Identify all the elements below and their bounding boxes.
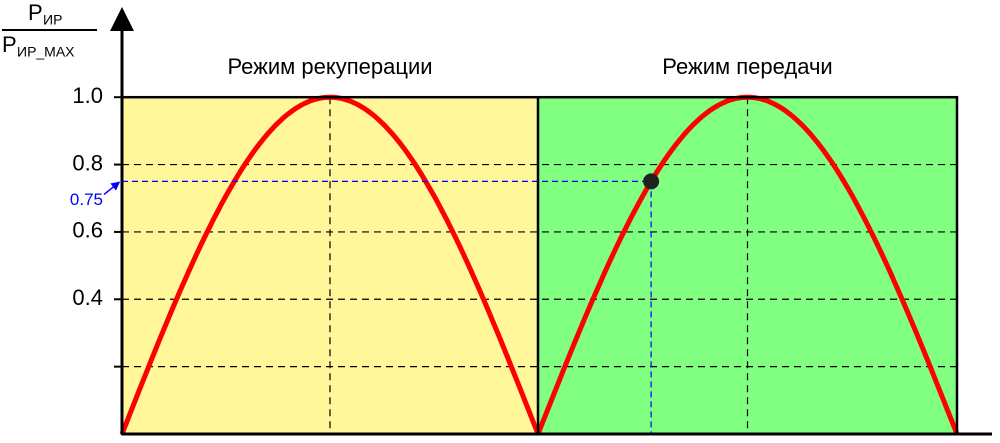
region-label: Режим передачи [662,54,832,79]
point-label: 0.75 [70,190,103,209]
y-label-denominator-sub: ИР_MAX [17,44,75,60]
y-label-numerator-sub: ИР [43,12,62,28]
region-label: Режим рекуперации [227,54,432,79]
point-label-arrow [103,181,121,195]
operating-point [643,173,660,190]
y-tick-label: 0.6 [72,218,103,243]
y-label-numerator: P [28,0,43,25]
y-label-denominator: P [2,32,17,57]
y-tick-label: 1.0 [72,83,103,108]
plot-frame [120,95,959,436]
y-tick-label: 0.8 [72,150,103,175]
y-tick-label: 0.4 [72,285,103,310]
regions [122,97,957,434]
grid [122,97,957,434]
